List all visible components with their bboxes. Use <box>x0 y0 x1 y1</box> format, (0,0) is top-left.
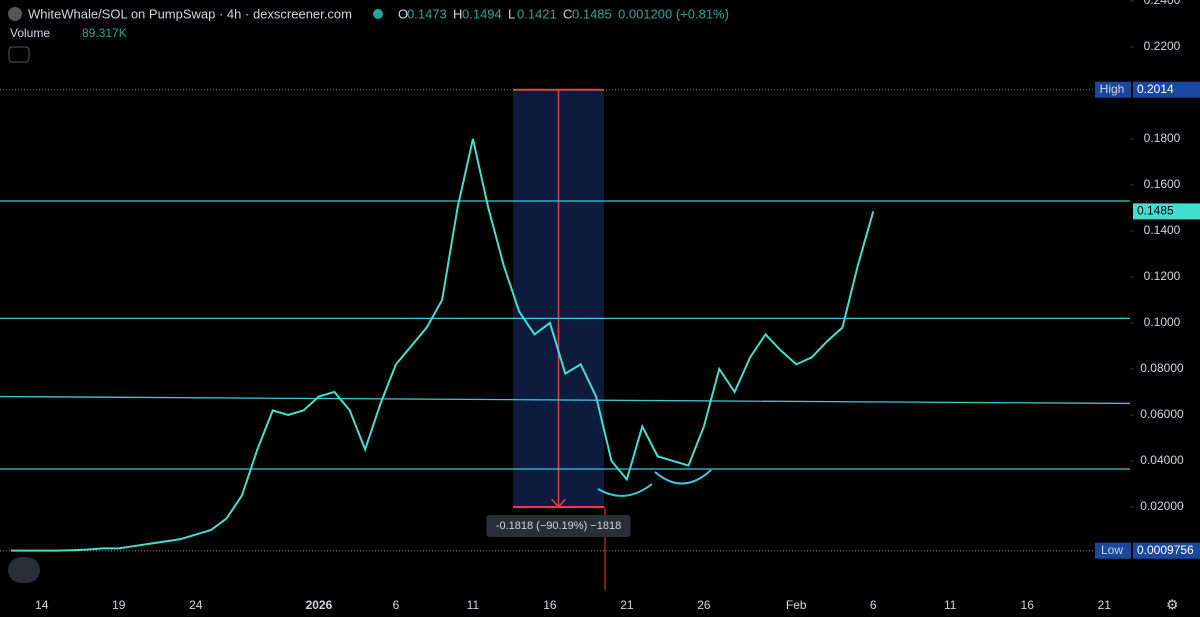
change: 0.001200 (+0.81%) <box>618 6 729 21</box>
x-tick-label: 2026 <box>306 598 333 612</box>
tag-bg <box>1133 203 1200 220</box>
x-tick-label: 24 <box>189 598 203 612</box>
ohlc-key: H <box>453 6 462 21</box>
x-tick-label: 16 <box>543 598 557 612</box>
x-tick-label: 26 <box>697 598 711 612</box>
x-tick-label: 11 <box>467 598 480 612</box>
tag-label: High <box>1100 82 1125 96</box>
x-tick-label: 21 <box>1098 598 1112 612</box>
ohlc-key: O <box>398 6 408 21</box>
tag-label: Low <box>1101 543 1123 557</box>
price-tag: 0.1485 <box>1137 204 1174 218</box>
y-tick-label: 0.1600 <box>1144 177 1181 191</box>
tag-bg <box>1133 542 1200 559</box>
collapse-button[interactable] <box>8 46 30 63</box>
x-tick-label: 11 <box>944 598 957 612</box>
y-tick-label: 0.08000 <box>1140 361 1184 375</box>
y-tick-label: 0.04000 <box>1140 453 1184 467</box>
x-tick-label: 14 <box>35 598 49 612</box>
y-tick-label: 0.2200 <box>1144 39 1181 53</box>
ohlc-key: L <box>508 6 515 21</box>
ohlc-value: 0.1485 <box>572 6 612 21</box>
y-tick-label: 0.1200 <box>1144 269 1181 283</box>
token-icon <box>8 7 22 21</box>
settings-icon[interactable]: ⚙ <box>1166 597 1179 613</box>
tag-bg <box>1095 81 1131 98</box>
cup-arc <box>654 469 712 485</box>
tag-bg <box>1133 81 1200 98</box>
y-tick-label: 0.1000 <box>1144 315 1181 329</box>
measure-label-bg <box>486 514 631 537</box>
price-line <box>11 138 875 552</box>
volume-value: 89.317K <box>82 26 127 40</box>
y-tick-label: 0.02000 <box>1140 499 1184 513</box>
ohlc-key: C <box>563 6 572 21</box>
ohlc-value: 0.1494 <box>462 6 502 21</box>
x-tick-label: 21 <box>620 598 634 612</box>
y-tick-label: 0.2400 <box>1144 0 1181 7</box>
ohlc-value: 0.1421 <box>517 6 557 21</box>
ohlc-value: 0.1473 <box>407 6 447 21</box>
tv-logo <box>8 557 40 583</box>
tag-bg <box>1095 542 1131 559</box>
x-tick-label: 6 <box>870 598 877 612</box>
status-dot <box>373 9 383 19</box>
x-tick-label: 16 <box>1021 598 1035 612</box>
cup-arc <box>597 483 653 497</box>
y-tick-label: 0.1400 <box>1144 223 1181 237</box>
chart-title: WhiteWhale/SOL on PumpSwap · 4h · dexscr… <box>28 6 352 21</box>
price-tag: 0.0009756 <box>1137 543 1194 557</box>
x-tick-label: 19 <box>112 598 126 612</box>
price-tag: 0.2014 <box>1137 82 1174 96</box>
y-tick-label: 0.1800 <box>1144 131 1181 145</box>
measure-label: -0.1818 (−90.19%) −1818 <box>496 520 621 532</box>
volume-label: Volume <box>10 26 50 40</box>
trend-line <box>0 395 1131 405</box>
arrow-head <box>550 498 567 509</box>
y-tick-label: 0.06000 <box>1140 407 1184 421</box>
x-tick-label: 6 <box>393 598 400 612</box>
x-tick-label: Feb <box>786 598 807 612</box>
